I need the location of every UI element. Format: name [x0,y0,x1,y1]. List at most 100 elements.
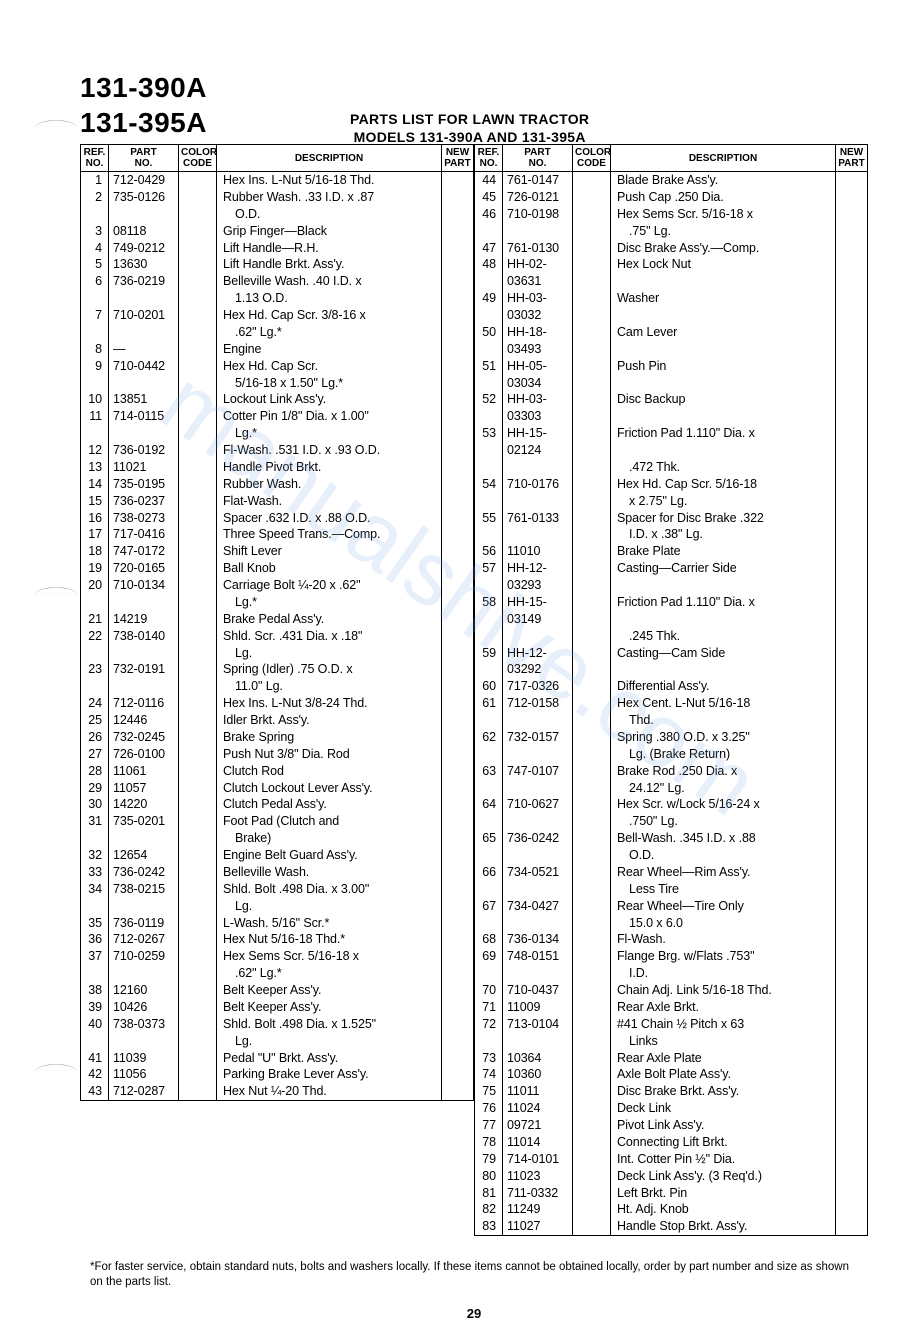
cell-new [836,813,868,830]
cell-color [573,712,611,729]
cell-desc: I.D. x .38" Lg. [611,526,836,543]
table-row: 1712-0429Hex Ins. L-Nut 5/16-18 Thd. [81,172,474,189]
cell-new [442,375,474,392]
cell-color [179,661,217,678]
cell-color [573,510,611,527]
cell-ref: 5 [81,256,109,273]
cell-new [442,999,474,1016]
table-row: 67734-0427Rear Wheel—Tire Only [475,898,868,915]
cell-desc: Lift Handle—R.H. [217,240,442,257]
cell-desc: Hex Hd. Cap Scr. 3/8-16 x [217,307,442,324]
cell-color [179,931,217,948]
cell-desc: Fl-Wash. [611,931,836,948]
cell-ref: 31 [81,813,109,830]
cell-color [573,796,611,813]
table-row: .750" Lg. [475,813,868,830]
table-row: .75" Lg. [475,223,868,240]
cell-new [442,678,474,695]
cell-desc: O.D. [217,206,442,223]
cell-ref: 79 [475,1151,503,1168]
cell-part: 738-0140 [109,628,179,645]
table-row: 47761-0130Disc Brake Ass'y.—Comp. [475,240,868,257]
parts-subtable: REF.NO.PARTNO.COLORCODEDESCRIPTIONNEWPAR… [80,144,474,1101]
cell-new [442,324,474,341]
cell-ref [475,746,503,763]
cell-part: 711-0332 [503,1185,573,1202]
cell-new [836,864,868,881]
cell-part: 10360 [503,1066,573,1083]
cell-new [442,189,474,206]
cell-ref: 32 [81,847,109,864]
table-row: 2735-0126Rubber Wash. .33 I.D. x .87 [81,189,474,206]
cell-part: 12654 [109,847,179,864]
cell-part [503,628,573,645]
table-row: 4211056Parking Brake Lever Ass'y. [81,1066,474,1083]
cell-desc: Rubber Wash. .33 I.D. x .87 [217,189,442,206]
cell-part: 735-0126 [109,189,179,206]
cell-desc: Hex Sems Scr. 5/16-18 x [217,948,442,965]
cell-ref [81,290,109,307]
table-row: 27726-0100Push Nut 3/8" Dia. Rod [81,746,474,763]
cell-new [836,526,868,543]
table-row: 45726-0121Push Cap .250 Dia. [475,189,868,206]
cell-new [836,796,868,813]
cell-ref: 3 [81,223,109,240]
cell-ref: 66 [475,864,503,881]
cell-part: 11014 [503,1134,573,1151]
cell-part: 726-0121 [503,189,573,206]
cell-new [442,290,474,307]
cell-part: 761-0130 [503,240,573,257]
table-row: 61712-0158Hex Cent. L-Nut 5/16-18 [475,695,868,712]
cell-ref [475,712,503,729]
cell-ref [81,965,109,982]
cell-color [179,1033,217,1050]
cell-part: 761-0133 [503,510,573,527]
cell-new [836,543,868,560]
cell-color [573,1050,611,1067]
cell-desc: Pedal "U" Brkt. Ass'y. [217,1050,442,1067]
cell-color [179,577,217,594]
cell-part [503,746,573,763]
table-row: 22738-0140Shld. Scr. .431 Dia. x .18" [81,628,474,645]
cell-part: 712-0158 [503,695,573,712]
cell-ref: 38 [81,982,109,999]
cell-ref: 10 [81,391,109,408]
table-row: 34738-0215Shld. Bolt .498 Dia. x 3.00" [81,881,474,898]
cell-ref: 53 [475,425,503,459]
cell-desc: Casting—Carrier Side [611,560,836,594]
cell-new [836,780,868,797]
cell-ref [81,594,109,611]
cell-new [442,661,474,678]
cell-color [179,712,217,729]
table-row: 17717-0416Three Speed Trans.—Comp. [81,526,474,543]
cell-new [836,1100,868,1117]
cell-ref [475,526,503,543]
table-row: 8011023Deck Link Ass'y. (3 Req'd.) [475,1168,868,1185]
cell-ref: 48 [475,256,503,290]
table-row: 4749-0212Lift Handle—R.H. [81,240,474,257]
cell-part: 14219 [109,611,179,628]
table-row: 16738-0273Spacer .632 I.D. x .88 O.D. [81,510,474,527]
cell-desc: Push Pin [611,358,836,392]
table-row: 58HH-15-03149Friction Pad 1.110" Dia. x [475,594,868,628]
table-row: 11.0" Lg. [81,678,474,695]
cell-new [836,510,868,527]
cell-desc: Brake) [217,830,442,847]
cell-part: 11010 [503,543,573,560]
cell-part: 712-0116 [109,695,179,712]
cell-desc: Spacer .632 I.D. x .88 O.D. [217,510,442,527]
cell-ref: 30 [81,796,109,813]
table-row: 18747-0172Shift Lever [81,543,474,560]
cell-new [836,1168,868,1185]
table-row: 4111039Pedal "U" Brkt. Ass'y. [81,1050,474,1067]
table-row: 3910426Belt Keeper Ass'y. [81,999,474,1016]
cell-part: 738-0273 [109,510,179,527]
cell-new [836,459,868,476]
cell-desc: Push Cap .250 Dia. [611,189,836,206]
hdr-desc: DESCRIPTION [217,145,442,172]
cell-ref: 1 [81,172,109,189]
cell-desc: Less Tire [611,881,836,898]
cell-desc: Casting—Cam Side [611,645,836,679]
cell-color [573,189,611,206]
cell-color [179,358,217,375]
